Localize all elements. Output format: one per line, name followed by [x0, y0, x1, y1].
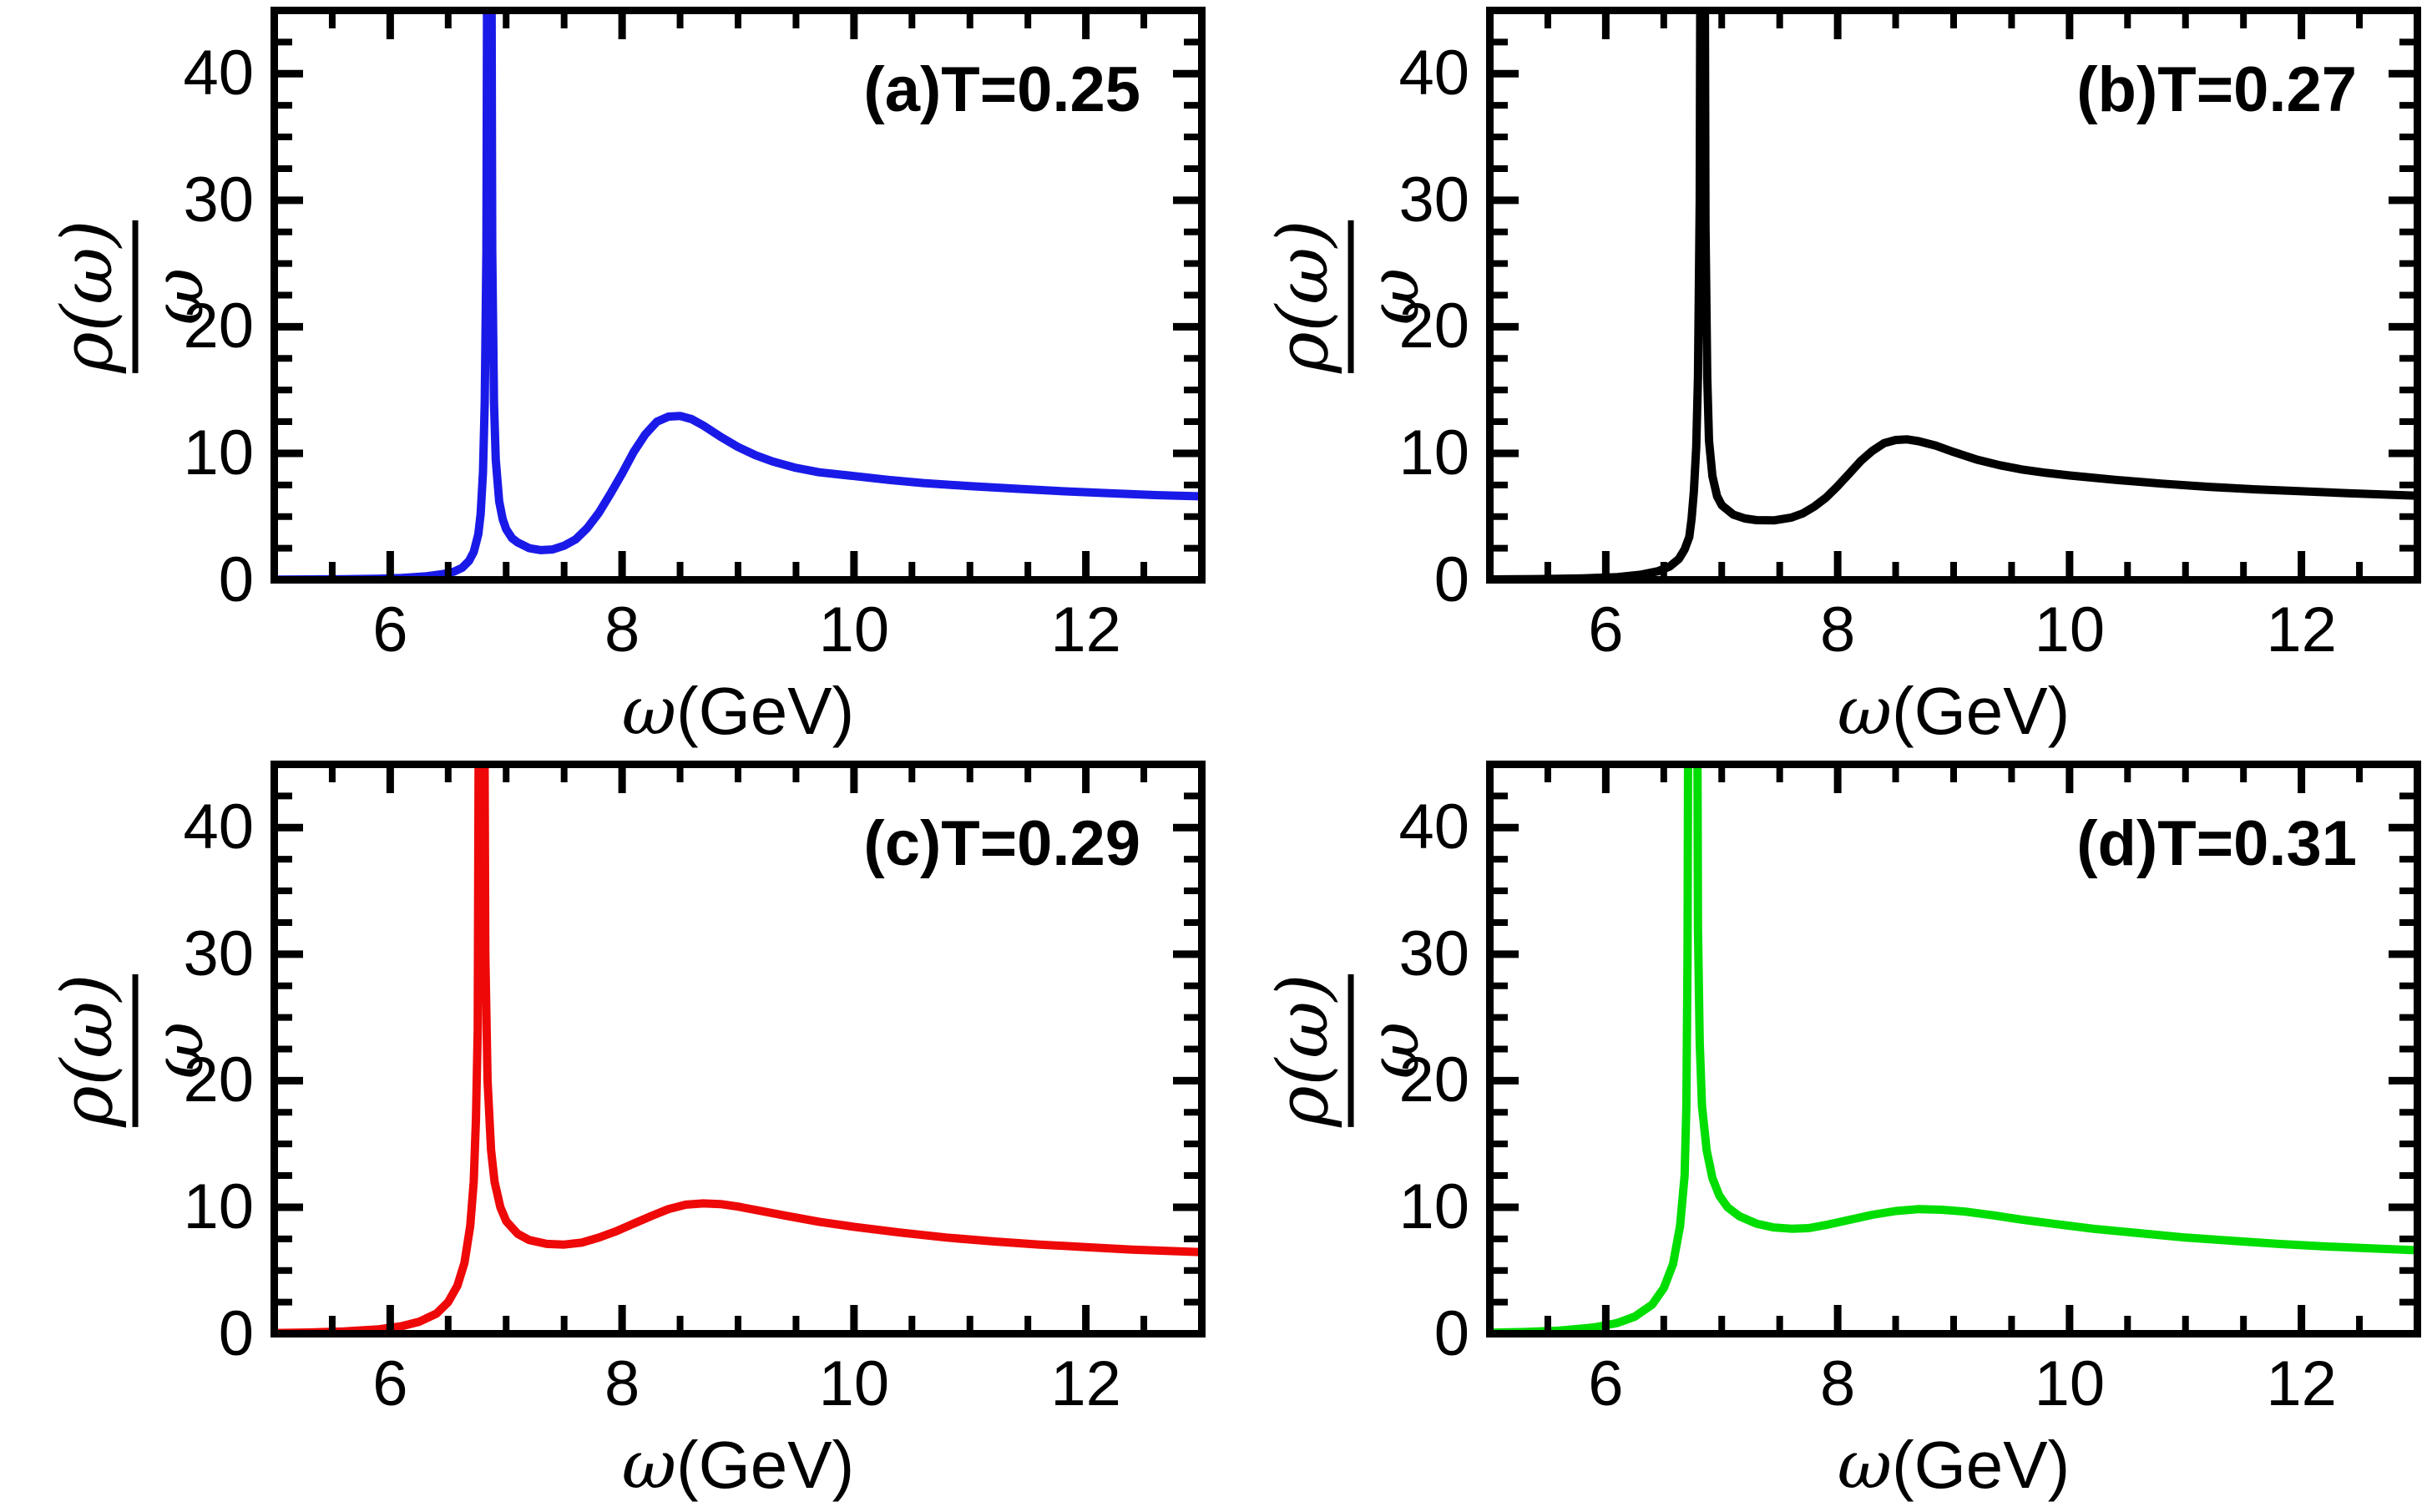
x-tick-label-6: 6: [1588, 594, 1624, 665]
x-tick-labels: 6 8 10 12: [1486, 595, 2421, 670]
x-tick-label-6: 6: [1588, 1348, 1624, 1419]
y-tick-label-40: 40: [1398, 791, 1469, 863]
panel-b: ρ(ω) ω 0 10 20 30 40 6 8 10 12 ω(GeV) (b)T=0.27: [1216, 0, 2432, 754]
x-tick-label-10: 10: [818, 594, 890, 665]
annotation-c: (c)T=0.29: [863, 808, 1140, 879]
annotation-a: (a)T=0.25: [863, 54, 1140, 125]
x-tick-label-8: 8: [604, 1348, 640, 1419]
spectral-curve-b: [1489, 10, 2418, 580]
omega-symbol: ω: [621, 1426, 676, 1504]
y-tick-label-0: 0: [218, 544, 254, 615]
plot-frame: [271, 7, 1206, 584]
plot-area-d: [1486, 761, 2421, 1338]
y-tick-label-10: 10: [1398, 1171, 1469, 1242]
x-tick-label-6: 6: [372, 1348, 408, 1419]
y-tick-label-20: 20: [1398, 291, 1469, 362]
y-tick-labels: 0 10 20 30 40: [1216, 761, 1469, 1368]
x-tick-label-6: 6: [372, 594, 408, 665]
spectral-curve-c: [274, 764, 1202, 1334]
x-axis-label: ω(GeV): [1486, 673, 2421, 750]
x-axis-label: ω(GeV): [1486, 1427, 2421, 1504]
y-tick-label-40: 40: [1398, 38, 1469, 109]
y-tick-label-40: 40: [183, 791, 254, 863]
x-tick-label-8: 8: [604, 594, 640, 665]
x-tick-label-8: 8: [1819, 594, 1856, 665]
panel-a: ρ(ω) ω 0 10 20 30 40 6 8 10 12 ω(GeV) (a)T=0.25: [0, 0, 1216, 754]
y-tick-label-0: 0: [1433, 544, 1469, 615]
annotation-d: (d)T=0.31: [2076, 808, 2357, 879]
plot-frame: [1486, 761, 2421, 1338]
x-tick-label-12: 12: [1050, 594, 1121, 665]
omega-symbol: ω: [1837, 1426, 1892, 1504]
y-tick-labels: 0 10 20 30 40: [1216, 7, 1469, 614]
annotation-b: (b)T=0.27: [2076, 54, 2357, 125]
spectral-curve-d: [1489, 764, 2418, 1334]
x-tick-label-12: 12: [2266, 1348, 2337, 1419]
plot-area-a: [271, 7, 1206, 584]
plot-area-b: [1486, 7, 2421, 584]
plot-frame: [271, 761, 1206, 1338]
x-axis-unit: (GeV): [675, 1428, 855, 1502]
y-tick-label-30: 30: [183, 164, 254, 235]
x-axis-unit: (GeV): [1891, 674, 2070, 748]
x-tick-labels: 6 8 10 12: [271, 1349, 1206, 1424]
y-tick-label-30: 30: [183, 918, 254, 989]
x-tick-label-10: 10: [2034, 594, 2106, 665]
y-tick-labels: 0 10 20 30 40: [0, 761, 254, 1368]
omega-symbol: ω: [621, 672, 676, 750]
y-tick-label-20: 20: [1398, 1044, 1469, 1116]
panel-d: ρ(ω) ω 0 10 20 30 40 6 8 10 12 ω(GeV) (d)T=0.31: [1216, 754, 2432, 1512]
y-tick-label-10: 10: [1398, 417, 1469, 488]
y-tick-label-0: 0: [218, 1297, 254, 1369]
y-tick-label-30: 30: [1398, 918, 1469, 989]
y-tick-label-0: 0: [1433, 1297, 1469, 1369]
x-tick-label-12: 12: [1050, 1348, 1121, 1419]
x-axis-unit: (GeV): [675, 674, 855, 748]
panel-c: ρ(ω) ω 0 10 20 30 40 6 8 10 12 ω(GeV) (c)T=0.29: [0, 754, 1216, 1512]
x-axis-label: ω(GeV): [271, 1427, 1206, 1504]
omega-symbol: ω: [1837, 672, 1892, 750]
x-tick-label-8: 8: [1819, 1348, 1856, 1419]
x-axis-label: ω(GeV): [271, 673, 1206, 750]
y-tick-label-20: 20: [183, 1044, 254, 1116]
y-tick-labels: 0 10 20 30 40: [0, 7, 254, 614]
spectral-curve-a: [274, 10, 1202, 580]
y-tick-label-40: 40: [183, 38, 254, 109]
plot-area-c: [271, 761, 1206, 1338]
y-tick-label-10: 10: [183, 417, 254, 488]
x-tick-label-10: 10: [2034, 1348, 2106, 1419]
x-tick-label-10: 10: [818, 1348, 890, 1419]
y-tick-label-10: 10: [183, 1171, 254, 1242]
y-tick-label-20: 20: [183, 291, 254, 362]
y-tick-label-30: 30: [1398, 164, 1469, 235]
x-tick-label-12: 12: [2266, 594, 2337, 665]
x-axis-unit: (GeV): [1891, 1428, 2070, 1502]
plot-frame: [1486, 7, 2421, 584]
x-tick-labels: 6 8 10 12: [1486, 1349, 2421, 1424]
x-tick-labels: 6 8 10 12: [271, 595, 1206, 670]
